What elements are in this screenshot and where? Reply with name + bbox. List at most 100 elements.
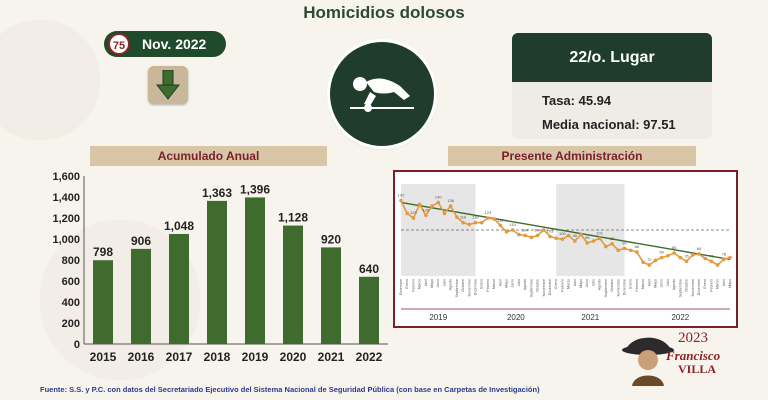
month-label: Octubre (685, 279, 689, 292)
y-tick-label: 600 (62, 276, 80, 288)
data-point-label: 118 (472, 215, 479, 220)
month-label: Mayo (430, 279, 434, 288)
section-label-annual: Acumulado Anual (90, 146, 327, 166)
month-label: Agosto (672, 279, 676, 290)
y-tick-label: 400 (62, 297, 80, 309)
bar (93, 260, 113, 344)
month-label: Abril (424, 279, 428, 286)
data-point (498, 223, 503, 228)
data-point (703, 256, 707, 261)
month-label: Julio (591, 279, 595, 286)
data-point (535, 233, 540, 238)
month-label: Diciembre (548, 279, 552, 295)
data-point-label: 104 (534, 228, 541, 233)
month-label: Mayo (654, 279, 658, 288)
data-point (405, 211, 410, 216)
month-label: Febrero (486, 279, 490, 292)
data-point-label: 76 (709, 253, 714, 258)
month-label: Abril (498, 279, 502, 286)
month-label: Septiembre (455, 279, 459, 297)
data-point (424, 213, 428, 218)
data-point-label: 72 (647, 257, 652, 262)
year-label: 2022 (671, 313, 689, 322)
month-label: Febrero (560, 279, 564, 292)
data-point (678, 255, 683, 260)
page-title: Homicidios dolosos (303, 3, 465, 22)
bar (321, 247, 341, 344)
bar (131, 248, 151, 344)
x-tick-label: 2015 (90, 350, 117, 364)
x-tick-label: 2019 (242, 350, 269, 364)
rate-value: Tasa: 45.94 (542, 93, 612, 108)
francisco-villa-2023-logo: 2023 Francisco VILLA (620, 328, 740, 386)
data-point (517, 232, 521, 237)
data-point (591, 239, 596, 243)
data-point (510, 228, 515, 232)
data-point (721, 257, 726, 262)
data-point (573, 239, 577, 243)
month-label: Septiembre (529, 279, 533, 297)
month-label: Julio (517, 279, 521, 286)
logo-surname: VILLA (678, 362, 717, 376)
data-point (548, 234, 552, 239)
month-label: Marzo (418, 279, 422, 289)
data-point-label: 104 (522, 228, 529, 233)
month-label: Abril (573, 279, 577, 286)
month-label: Abril (722, 279, 726, 286)
year-label: 2020 (507, 313, 525, 322)
month-label: Enero (554, 279, 558, 289)
month-label: Junio (660, 279, 664, 288)
data-point (492, 217, 496, 221)
month-label: Enero (405, 279, 409, 289)
date-badge: 75 Nov. 2022 (104, 31, 226, 57)
data-point-label: 103 (547, 228, 554, 233)
data-point-label: 84 (697, 246, 702, 251)
month-label: Septiembre (678, 279, 682, 297)
month-label: Noviembre (691, 279, 695, 296)
data-point (411, 216, 416, 220)
month-label: Octubre (610, 279, 614, 292)
data-point (585, 241, 590, 245)
data-point-label: 95 (610, 236, 615, 241)
month-label: Diciembre (697, 279, 701, 295)
data-point (436, 200, 441, 205)
year-label: 2021 (581, 313, 599, 322)
month-label: Noviembre (467, 279, 471, 296)
x-tick-label: 2016 (128, 350, 155, 364)
section-label-administration: Presente Administración (448, 146, 696, 166)
data-point-label: 110 (510, 222, 517, 227)
data-point (635, 250, 639, 254)
y-tick-label: 1,400 (52, 192, 80, 204)
x-tick-label: 2022 (356, 350, 383, 364)
data-point (430, 204, 434, 208)
bar (359, 276, 379, 344)
data-point-label: 140 (435, 194, 442, 199)
data-point-label: 136 (447, 198, 454, 203)
data-point-label: 96 (585, 235, 590, 240)
y-tick-label: 200 (62, 318, 80, 330)
month-label: Marzo (567, 279, 571, 289)
data-point (728, 255, 732, 260)
data-point-label: 100 (559, 231, 566, 236)
data-point (554, 236, 558, 241)
data-point-label: 123 (485, 210, 492, 215)
data-point-label: 101 (596, 230, 603, 235)
logo-year: 2023 (678, 330, 708, 346)
rank-number: 75 (108, 33, 130, 55)
data-point-label: 118 (460, 215, 467, 220)
month-label: Mayo (579, 279, 583, 288)
year-label: 2019 (429, 313, 447, 322)
trend-line (400, 201, 731, 261)
y-tick-label: 0 (74, 339, 80, 351)
month-label: Julio (442, 279, 446, 286)
data-point (399, 198, 403, 203)
y-tick-label: 1,200 (52, 213, 80, 225)
data-point (523, 233, 527, 238)
month-label: Diciembre (399, 279, 403, 295)
bar (283, 225, 303, 344)
month-label: Enero (480, 279, 484, 289)
data-point-label: 80 (659, 250, 664, 255)
data-point (684, 259, 689, 264)
month-label: Noviembre (616, 279, 620, 296)
month-label: Junio (511, 279, 515, 288)
